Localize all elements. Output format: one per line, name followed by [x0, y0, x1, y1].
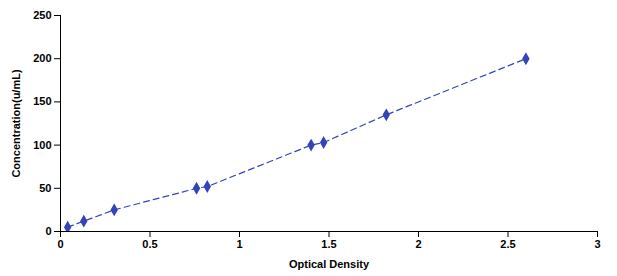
svg-text:250: 250 [33, 9, 51, 21]
svg-text:2: 2 [415, 238, 421, 250]
svg-text:3: 3 [594, 238, 600, 250]
svg-text:150: 150 [33, 95, 51, 107]
svg-text:200: 200 [33, 52, 51, 64]
svg-text:Concentration(u/mL): Concentration(u/mL) [10, 69, 22, 177]
svg-text:0.5: 0.5 [142, 238, 157, 250]
svg-text:1.5: 1.5 [321, 238, 336, 250]
svg-text:Optical Density: Optical Density [289, 258, 370, 270]
svg-text:2.5: 2.5 [500, 238, 515, 250]
svg-text:0: 0 [45, 225, 51, 237]
svg-text:0: 0 [57, 238, 63, 250]
svg-text:50: 50 [39, 182, 51, 194]
svg-text:1: 1 [236, 238, 242, 250]
svg-text:100: 100 [33, 139, 51, 151]
